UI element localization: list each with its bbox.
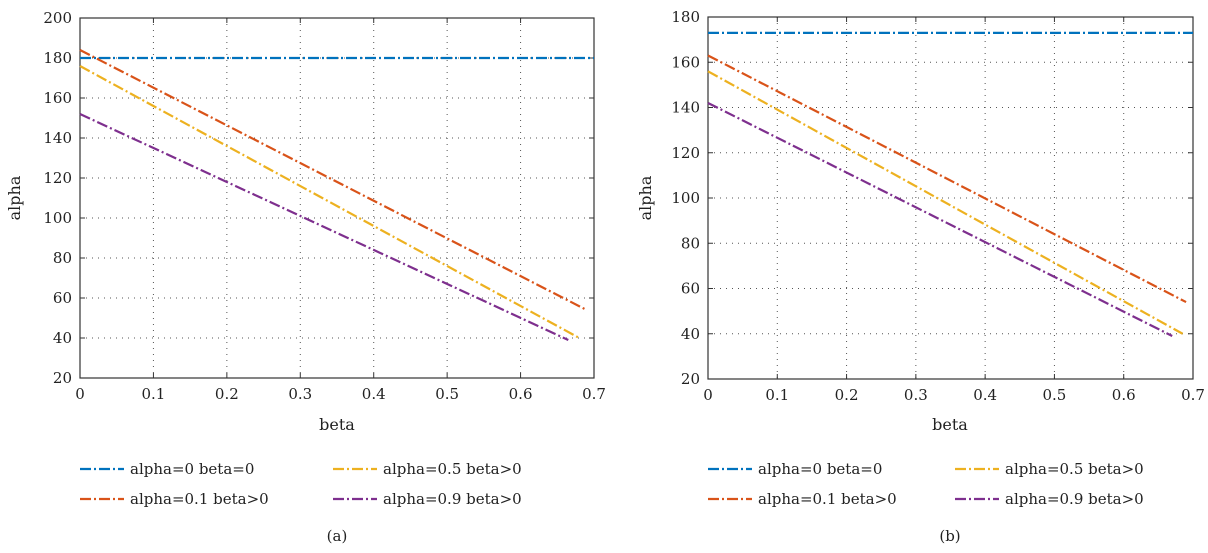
y-tick-label: 200 bbox=[43, 9, 72, 27]
y-tick-label: 120 bbox=[43, 169, 72, 187]
legend: alpha=0 beta=0 alpha=0.1 beta>0 alpha=0.5 … bbox=[80, 460, 522, 508]
legend-label: alpha=0.9 beta>0 bbox=[1005, 490, 1144, 508]
x-tick-label: 0.4 bbox=[362, 385, 386, 403]
plot-frame bbox=[79, 17, 595, 379]
y-tick-label: 180 bbox=[43, 49, 72, 67]
panel-label: (a) bbox=[327, 527, 348, 545]
series-line-2 bbox=[707, 54, 1187, 304]
legend-label: alpha=0.5 beta>0 bbox=[1005, 460, 1144, 478]
legend-label: alpha=0.5 beta>0 bbox=[383, 460, 522, 478]
y-tick-label: 40 bbox=[681, 325, 700, 343]
x-tick-label: 0.6 bbox=[1112, 386, 1136, 404]
y-tick-label: 100 bbox=[43, 209, 72, 227]
x-tick-label: 0.3 bbox=[288, 385, 312, 403]
x-tick-label: 0.6 bbox=[509, 385, 533, 403]
y-tick-label: 100 bbox=[671, 189, 700, 207]
series-line-3 bbox=[79, 65, 580, 339]
y-tick-label: 80 bbox=[681, 234, 700, 252]
y-tick-label: 60 bbox=[53, 289, 72, 307]
y-tick-label: 140 bbox=[671, 99, 700, 117]
series-line-2 bbox=[79, 49, 588, 311]
y-tick-label: 20 bbox=[53, 369, 72, 387]
x-tick-label: 0.1 bbox=[765, 386, 789, 404]
y-tick-label: 160 bbox=[671, 53, 700, 71]
y-tick-label: 60 bbox=[681, 280, 700, 298]
y-tick-label: 120 bbox=[671, 144, 700, 162]
chart-panel-b: 0 0.1 0.2 0.3 0.4 0.5 0.6 0.7 20 40 60 80 100 120 140 1… bbox=[636, 8, 1205, 545]
x-tick-label: 0.7 bbox=[1181, 386, 1205, 404]
series-line-4 bbox=[707, 101, 1173, 337]
series-line-4 bbox=[79, 113, 569, 341]
legend-label: alpha=0 beta=0 bbox=[758, 460, 882, 478]
legend-label: alpha=0.9 beta>0 bbox=[383, 490, 522, 508]
x-tick-label: 0.4 bbox=[973, 386, 997, 404]
y-tick-label: 80 bbox=[53, 249, 72, 267]
x-tick-label: 0.7 bbox=[582, 385, 606, 403]
x-axis-title: beta bbox=[319, 415, 355, 434]
x-tick-label: 0 bbox=[75, 385, 85, 403]
y-axis-title: alpha bbox=[636, 175, 655, 220]
panel-label: (b) bbox=[939, 527, 960, 545]
chart-panel-a: 0 0.1 0.2 0.3 0.4 0.5 0.6 0.7 20 40 60 80 100 120 140 1… bbox=[5, 9, 606, 545]
x-tick-label: 0 bbox=[703, 386, 713, 404]
x-tick-label: 0.2 bbox=[835, 386, 859, 404]
legend: alpha=0 beta=0 alpha=0.1 beta>0 alpha=0.5 … bbox=[708, 460, 1144, 508]
y-tick-label: 20 bbox=[681, 370, 700, 388]
y-tick-label: 180 bbox=[671, 8, 700, 26]
legend-label: alpha=0.1 beta>0 bbox=[758, 490, 897, 508]
x-axis-title: beta bbox=[932, 415, 968, 434]
x-tick-label: 0.5 bbox=[435, 385, 459, 403]
y-tick-label: 160 bbox=[43, 89, 72, 107]
x-tick-label: 0.5 bbox=[1042, 386, 1066, 404]
y-tick-label: 140 bbox=[43, 129, 72, 147]
x-tick-label: 0.2 bbox=[215, 385, 239, 403]
y-axis-title: alpha bbox=[5, 175, 24, 220]
x-tick-label: 0.3 bbox=[904, 386, 928, 404]
y-tick-label: 40 bbox=[53, 329, 72, 347]
legend-label: alpha=0.1 beta>0 bbox=[130, 490, 269, 508]
legend-label: alpha=0 beta=0 bbox=[130, 460, 254, 478]
series-line-3 bbox=[707, 70, 1184, 335]
x-tick-label: 0.1 bbox=[141, 385, 165, 403]
